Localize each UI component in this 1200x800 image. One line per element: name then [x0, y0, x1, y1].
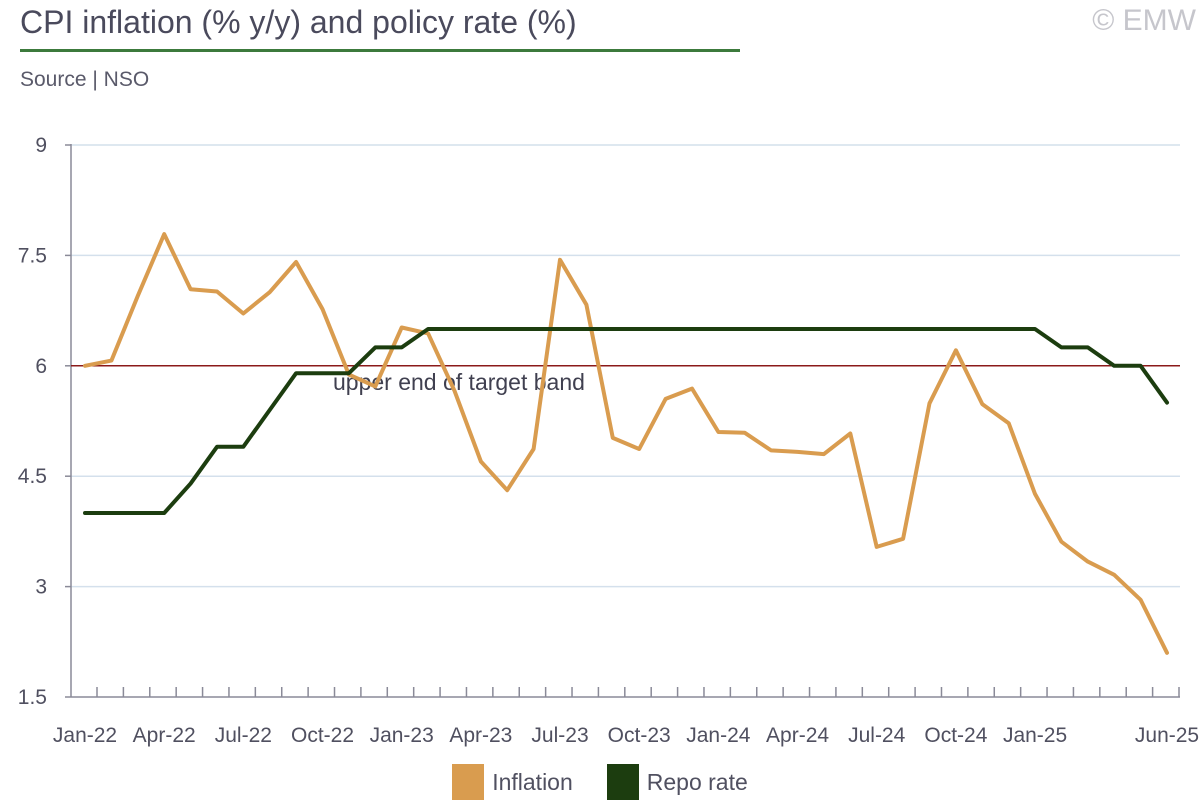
legend-label-repo-rate: Repo rate	[646, 768, 748, 795]
inflation-line	[83, 232, 1169, 655]
data-series	[83, 232, 1169, 655]
y-tick-label: 7.5	[18, 244, 47, 267]
legend-item-inflation[interactable]: Inflation	[452, 764, 573, 800]
x-tick-label: Oct-22	[291, 724, 354, 747]
x-tick-label: Apr-23	[449, 724, 512, 747]
legend-item-repo-rate[interactable]: Repo rate	[606, 764, 748, 800]
legend-swatch-repo-rate	[606, 764, 639, 800]
x-tick-label: Oct-23	[608, 724, 671, 747]
legend: Inflation Repo rate	[0, 764, 1200, 800]
x-tick-label: Jul-22	[215, 724, 272, 747]
y-tick-label: 1.5	[18, 686, 47, 709]
x-tick-label: Jun-25	[1135, 724, 1199, 747]
target-band-line: upper end of target band	[71, 365, 1180, 395]
copyright-notice: © EMW	[1092, 4, 1196, 37]
x-tick-label: Jan-24	[686, 724, 751, 747]
chart-title: CPI inflation (% y/y) and policy rate (%…	[20, 4, 577, 40]
target-band-annotation: upper end of target band	[333, 369, 585, 395]
x-tick-label: Jul-24	[848, 724, 906, 747]
axes	[65, 144, 1180, 698]
legend-swatch-inflation	[452, 764, 485, 800]
source-note: Source | NSO	[20, 68, 150, 91]
repo-rate-line	[83, 327, 1169, 515]
line-chart: 1.534.567.59 Jan-22 Apr-22 Jul-22 Oct-22 Jan…	[18, 134, 1199, 747]
x-tick-label: Apr-22	[133, 724, 196, 747]
y-tick-label: 6	[35, 355, 47, 378]
title-underline	[20, 49, 740, 52]
x-tick-label: Jan-25	[1003, 724, 1067, 747]
x-tick-label: Jul-23	[531, 724, 588, 747]
legend-label-inflation: Inflation	[492, 768, 573, 795]
x-tick-label: Apr-24	[766, 724, 829, 747]
y-tick-label: 4.5	[18, 465, 47, 488]
y-tick-label: 3	[35, 576, 47, 599]
y-axis-tick-labels: 1.5 3 4.5 6 7.5 9	[18, 134, 47, 709]
x-tick-label: Jan-22	[53, 724, 117, 747]
x-tick-label: Jan-23	[370, 724, 434, 747]
y-tick-label: 9	[35, 134, 47, 157]
x-axis-tick-labels: Jan-22 Apr-22 Jul-22 Oct-22 Jan-23 Apr-23 Jul-…	[53, 724, 1199, 747]
x-tick-label: Oct-24	[924, 724, 987, 747]
